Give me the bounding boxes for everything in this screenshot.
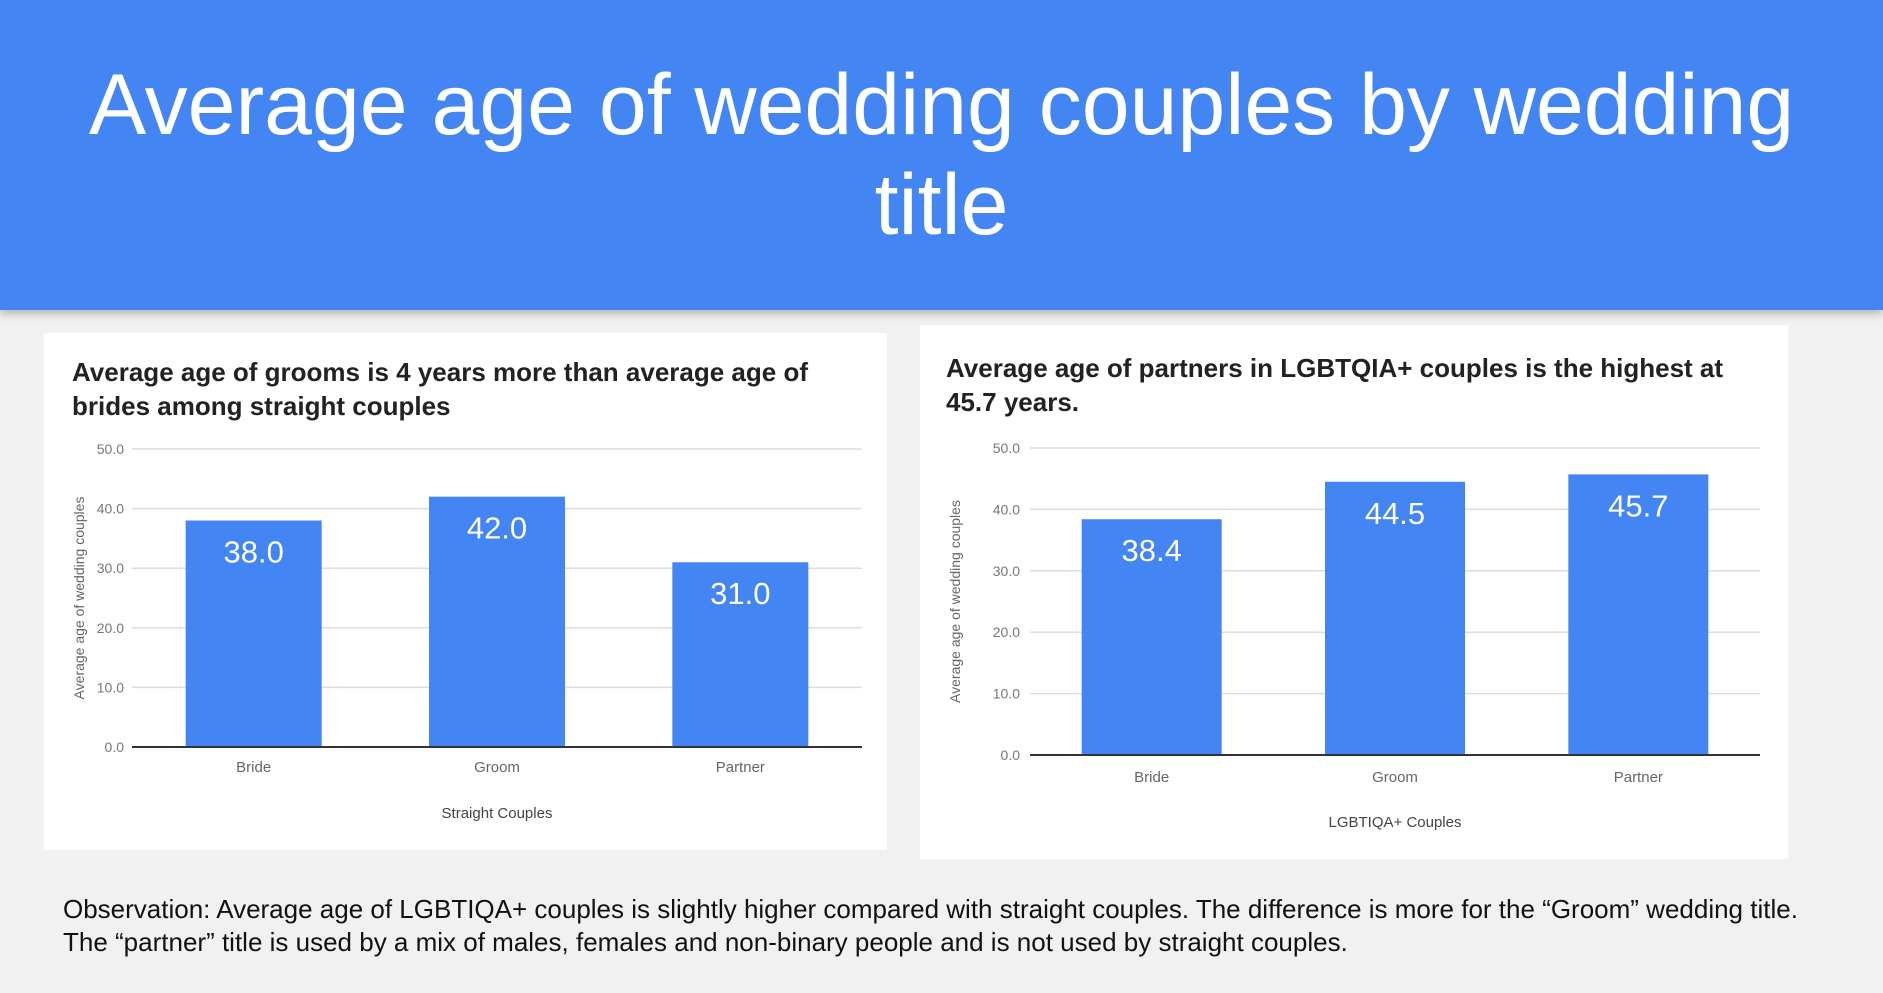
bar-partner <box>1568 474 1709 755</box>
bar-value-label: 45.7 <box>1608 488 1668 523</box>
bar-value-label: 42.0 <box>467 511 527 546</box>
bar-value-label: 38.0 <box>223 535 283 570</box>
bar-bride <box>185 520 322 747</box>
bar-value-label: 31.0 <box>710 576 770 611</box>
bar-groom <box>1325 481 1465 755</box>
y-tick-label: 40.0 <box>993 501 1020 517</box>
y-axis-title: Average age of wedding couples <box>947 500 963 703</box>
y-axis-title: Average age of wedding couples <box>71 497 87 700</box>
chart-card-straight: 0.0 10.0 20.0 30.0 40.0 50.0 38.0 Bride 42.0 Groo… <box>44 333 887 850</box>
bar-partner <box>672 562 809 747</box>
x-tick-label: Bride <box>1134 769 1169 786</box>
y-tick-label: 40.0 <box>97 501 124 517</box>
y-tick-label: 30.0 <box>993 563 1020 579</box>
x-tick-label: Groom <box>1372 769 1418 786</box>
x-tick-label: Bride <box>236 759 271 776</box>
chart-title-lgbtqia: Average age of partners in LGBTQIA+ coup… <box>946 353 1724 417</box>
y-tick-label: 20.0 <box>97 620 124 636</box>
y-tick-label: 30.0 <box>97 560 124 576</box>
chart-card-lgbtqia: 0.0 10.0 20.0 30.0 40.0 50.0 38.4 Bride 44.5 Groo… <box>920 325 1788 859</box>
y-tick-label: 10.0 <box>993 686 1020 702</box>
chart-title-straight: Average age of grooms is 4 years more th… <box>72 357 808 421</box>
y-tick-label: 0.0 <box>105 739 125 755</box>
y-tick-label: 20.0 <box>993 624 1020 640</box>
y-tick-label: 50.0 <box>97 441 124 457</box>
y-tick-label: 0.0 <box>1001 747 1021 763</box>
title-banner: Average age of wedding couples by weddin… <box>0 0 1883 310</box>
y-tick-label: 10.0 <box>97 679 124 695</box>
y-tick-label: 50.0 <box>993 440 1020 456</box>
chart-straight-couples: 0.0 10.0 20.0 30.0 40.0 50.0 38.0 Bride 42.0 Groo… <box>71 441 862 822</box>
x-tick-label: Partner <box>1614 769 1663 786</box>
page-title: Average age of wedding couples by weddin… <box>88 57 1795 253</box>
bar-groom <box>429 496 565 747</box>
x-axis-title: LGBTIQA+ Couples <box>1329 814 1462 831</box>
x-axis-title: Straight Couples <box>442 805 553 822</box>
bar-value-label: 38.4 <box>1121 533 1181 568</box>
x-tick-label: Partner <box>716 759 765 776</box>
observation-text: Observation: Average age of LGBTIQA+ cou… <box>63 894 1798 957</box>
x-tick-label: Groom <box>474 759 520 776</box>
bar-bride <box>1081 519 1222 755</box>
chart-lgbtqia-couples: 0.0 10.0 20.0 30.0 40.0 50.0 38.4 Bride 44.5 Groo… <box>947 440 1760 831</box>
bar-value-label: 44.5 <box>1365 496 1425 531</box>
